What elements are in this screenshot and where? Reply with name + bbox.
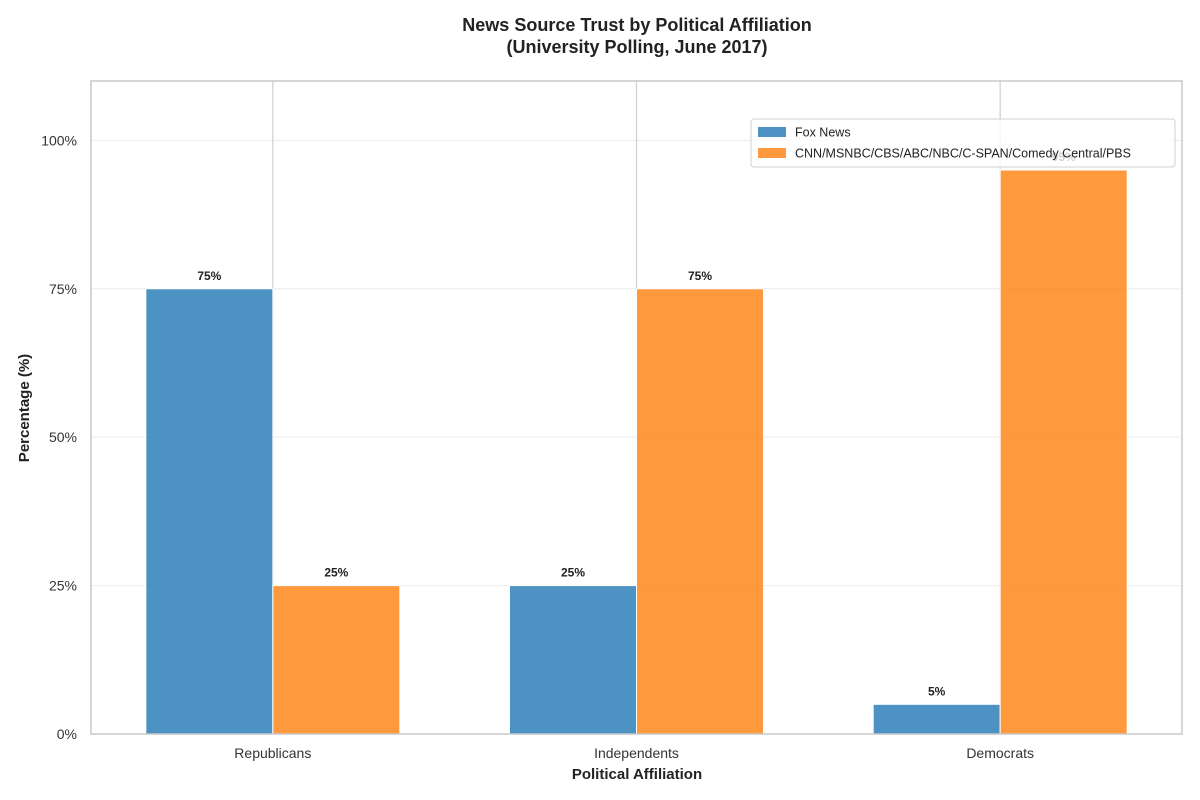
bar-value-label: 75%: [688, 269, 712, 283]
bar: [145, 288, 274, 735]
y-tick-label: 100%: [41, 132, 77, 148]
bar: [636, 288, 764, 735]
plot-area-frame: [90, 80, 1183, 735]
legend-swatch: [758, 127, 786, 137]
bar: [999, 169, 1128, 735]
x-tick-label: Democrats: [966, 745, 1034, 761]
bar: [509, 585, 637, 735]
y-tick-label: 25%: [49, 578, 77, 594]
bars: [145, 169, 1128, 735]
y-tick-label: 50%: [49, 429, 77, 445]
chart-subtitle: (University Polling, June 2017): [506, 37, 767, 57]
x-tick-label: Independents: [594, 745, 679, 761]
bar-value-label: 75%: [197, 269, 221, 283]
data-labels: 75%25%5%25%75%95%: [197, 150, 1076, 698]
legend-label: Fox News: [795, 126, 851, 140]
chart-title: News Source Trust by Political Affiliati…: [462, 15, 811, 35]
legend-swatch: [758, 148, 786, 158]
bar: [872, 703, 1001, 735]
bar: [272, 585, 401, 735]
y-axis-label: Percentage (%): [16, 354, 33, 462]
axis-ticks: 0% 25% 50% 75% 100% Republicans Independents De…: [41, 132, 1034, 761]
bar-value-label: 25%: [561, 566, 585, 580]
legend: Fox News CNN/MSNBC/CBS/ABC/NBC/C-SPAN/Com…: [750, 118, 1176, 168]
y-tick-label: 75%: [49, 281, 77, 297]
legend-box: [750, 118, 1176, 168]
bar-value-label: 5%: [928, 684, 946, 698]
y-tick-label: 0%: [57, 726, 77, 742]
x-axis-label: Political Affiliation: [572, 766, 702, 783]
x-tick-label: Republicans: [234, 745, 311, 761]
bar-value-label: 25%: [324, 566, 348, 580]
legend-label: CNN/MSNBC/CBS/ABC/NBC/C-SPAN/Comedy Cent…: [795, 147, 1131, 161]
